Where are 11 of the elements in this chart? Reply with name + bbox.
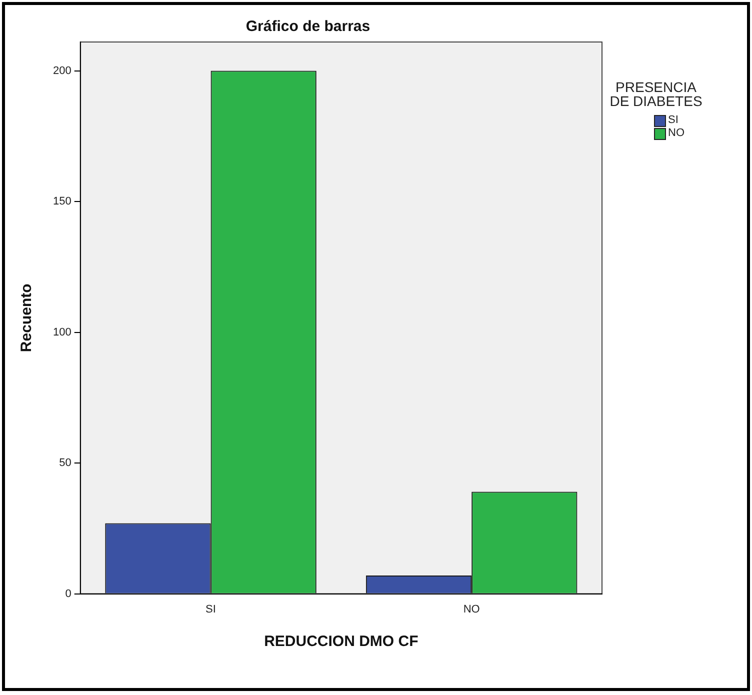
legend-label: NO [668,127,684,140]
legend-label: SI [668,114,678,127]
chart-title: Gráfico de barras [246,18,370,36]
y-tick-label: 50 [59,457,72,470]
y-tick-label: 150 [52,196,72,208]
x-axis-title: REDUCCION DMO CF [264,633,418,650]
y-tick-label: 200 [52,64,72,77]
y-axis-title: Recuento [18,284,36,352]
y-tick-label: 100 [52,326,72,338]
y-tick-label: 0 [65,588,72,600]
legend-title: PRESENCIA DE DIABETES [608,79,704,109]
